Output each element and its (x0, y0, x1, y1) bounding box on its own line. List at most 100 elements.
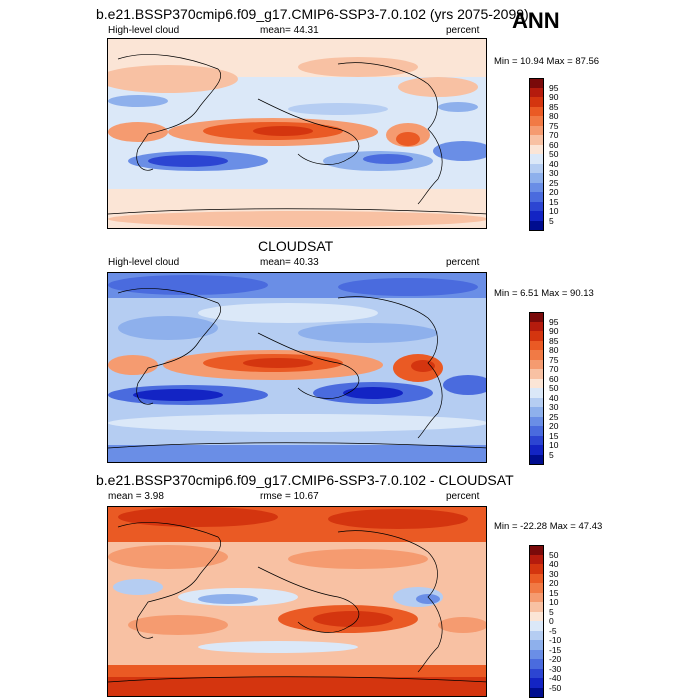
colorbar-swatch (529, 87, 544, 98)
colorbar-tick-label: -5 (549, 625, 557, 636)
colorbar-swatch (529, 144, 544, 155)
panel2-minmax: Min = 6.51 Max = 90.13 (494, 288, 594, 299)
panel1-map (107, 38, 487, 229)
colorbar-tick-label: -40 (549, 673, 562, 683)
colorbar-swatch (529, 445, 544, 455)
panel1-minmax: Min = 10.94 Max = 87.56 (494, 56, 600, 67)
panel1-title: b.e21.BSSP370cmip6.f09_g17.CMIP6-SSP3-7.… (96, 6, 529, 22)
colorbar-swatch (529, 340, 544, 351)
colorbar-tick-label: 40 (549, 392, 559, 403)
colorbar-swatch (529, 602, 544, 612)
colorbar-tick-label: 5 (549, 215, 554, 226)
panel1-center-label: mean= 44.31 (260, 25, 319, 36)
colorbar-tick-label: 50 (549, 549, 559, 560)
colorbar-tick-label: 85 (549, 335, 559, 346)
colorbar-tick-label: 0 (549, 616, 554, 626)
colorbar-swatch (529, 554, 544, 565)
colorbar-swatch (529, 321, 544, 332)
colorbar-swatch (529, 154, 544, 164)
colorbar-swatch (529, 668, 544, 679)
colorbar-swatch (529, 397, 544, 408)
colorbar-swatch (529, 687, 544, 698)
colorbar-swatch (529, 659, 544, 669)
panel3-title: b.e21.BSSP370cmip6.f09_g17.CMIP6-SSP3-7.… (96, 472, 514, 488)
colorbar-swatch (529, 678, 544, 688)
panel2-contour-field (108, 273, 486, 462)
colorbar-swatch (529, 182, 544, 193)
colorbar-swatch (529, 649, 544, 660)
colorbar-swatch (529, 416, 544, 427)
colorbar-tick-label: 75 (549, 354, 559, 365)
colorbar-swatch (529, 173, 544, 183)
colorbar-tick-label: 70 (549, 364, 559, 374)
colorbar-swatch (529, 106, 544, 117)
panel3-left-label: mean = 3.98 (108, 491, 164, 502)
colorbar-tick-label: 20 (549, 578, 559, 588)
colorbar-tick-label: -15 (549, 644, 562, 655)
colorbar-swatch (529, 573, 544, 584)
colorbar-swatch (529, 369, 544, 379)
colorbar-tick-label: 95 (549, 316, 559, 327)
panel3-map (107, 506, 487, 697)
colorbar-tick-label: -50 (549, 682, 562, 693)
colorbar-swatch (529, 426, 544, 436)
colorbar-swatch (529, 611, 544, 622)
panel2-left-label: High-level cloud (108, 257, 180, 268)
colorbar-tick-label: 95 (549, 82, 559, 93)
colorbar-swatch (529, 545, 544, 555)
colorbar-tick-label: 40 (549, 559, 559, 569)
colorbar-tick-label: 40 (549, 158, 559, 169)
colorbar-swatch (529, 564, 544, 574)
colorbar-swatch (529, 592, 544, 603)
colorbar-swatch (529, 201, 544, 212)
season-label: ANN (512, 8, 560, 33)
colorbar-tick-label: -10 (549, 635, 562, 645)
colorbar-swatch (529, 630, 544, 641)
colorbar-swatch (529, 388, 544, 398)
colorbar-tick-label: 20 (549, 187, 559, 197)
panel1-right-label: percent (446, 25, 480, 36)
colorbar-tick-label: 20 (549, 421, 559, 431)
colorbar-tick-label: 75 (549, 120, 559, 131)
colorbar-swatch (529, 583, 544, 593)
panel2-map (107, 272, 487, 463)
colorbar-swatch (529, 78, 544, 88)
colorbar-swatch (529, 116, 544, 126)
colorbar-tick-label: 50 (549, 383, 559, 393)
colorbar-tick-label: 90 (549, 92, 559, 102)
colorbar-tick-label: 10 (549, 440, 559, 450)
colorbar-swatch (529, 350, 544, 360)
colorbar-tick-label: 30 (549, 568, 559, 579)
colorbar-tick-label: 25 (549, 177, 559, 188)
colorbar-swatch (529, 135, 544, 145)
colorbar-tick-label: 10 (549, 597, 559, 607)
colorbar-tick-label: 10 (549, 206, 559, 216)
colorbar-swatch (529, 312, 544, 322)
colorbar-swatch (529, 192, 544, 202)
panel2-center-label: mean= 40.33 (260, 257, 319, 268)
colorbar-tick-label: 70 (549, 130, 559, 140)
colorbar-tick-label: 5 (549, 449, 554, 460)
colorbar-swatch (529, 454, 544, 465)
colorbar-swatch (529, 220, 544, 231)
panel3-right-label: percent (446, 491, 480, 502)
colorbar-swatch (529, 331, 544, 341)
colorbar-swatch (529, 621, 544, 631)
panel3-contour-field (108, 507, 486, 696)
colorbar-tick-label: 15 (549, 430, 559, 441)
colorbar-tick-label: -30 (549, 663, 562, 674)
colorbar-tick-label: 85 (549, 101, 559, 112)
colorbar-swatch (529, 97, 544, 107)
colorbar-swatch (529, 359, 544, 370)
colorbar-tick-label: 80 (549, 111, 559, 121)
colorbar-swatch (529, 378, 544, 389)
colorbar-swatch (529, 211, 544, 221)
colorbar-tick-label: 60 (549, 139, 559, 150)
panel1-contour-field (108, 39, 486, 228)
panel2-right-label: percent (446, 257, 480, 268)
colorbar-swatch (529, 125, 544, 136)
colorbar-tick-label: 30 (549, 168, 559, 178)
colorbar-tick-label: 15 (549, 196, 559, 207)
panel3-center-label: rmse = 10.67 (260, 491, 319, 502)
colorbar-tick-label: -20 (549, 654, 562, 664)
